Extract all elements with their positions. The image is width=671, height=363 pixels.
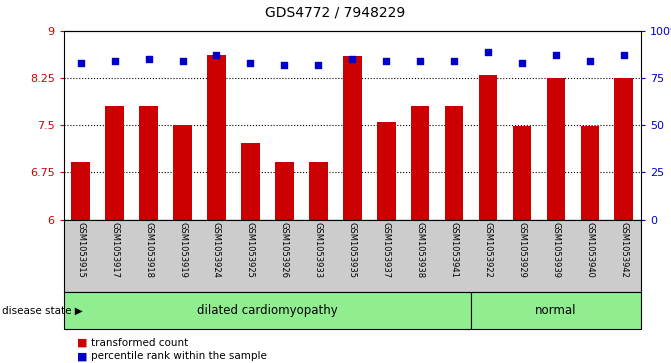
Point bbox=[551, 53, 562, 58]
Text: normal: normal bbox=[535, 304, 576, 317]
Text: GSM1053929: GSM1053929 bbox=[517, 222, 527, 278]
Point bbox=[517, 60, 527, 66]
Point bbox=[619, 53, 629, 58]
Text: GSM1053939: GSM1053939 bbox=[552, 222, 560, 278]
Point bbox=[584, 58, 595, 64]
Bar bbox=[377, 122, 396, 220]
Bar bbox=[471, 292, 641, 329]
Text: ■: ■ bbox=[77, 338, 88, 348]
Text: GSM1053941: GSM1053941 bbox=[450, 222, 458, 278]
Point bbox=[381, 58, 392, 64]
Point bbox=[347, 56, 358, 62]
Point bbox=[415, 58, 425, 64]
Point bbox=[482, 49, 493, 54]
Text: GDS4772 / 7948229: GDS4772 / 7948229 bbox=[265, 5, 406, 20]
Text: ■: ■ bbox=[77, 351, 88, 362]
Point bbox=[449, 58, 460, 64]
Bar bbox=[241, 143, 260, 220]
Bar bbox=[547, 78, 565, 220]
Bar bbox=[615, 78, 633, 220]
Bar bbox=[64, 292, 471, 329]
Text: GSM1053917: GSM1053917 bbox=[110, 222, 119, 278]
Point bbox=[245, 60, 256, 66]
Bar bbox=[105, 106, 124, 220]
Point bbox=[177, 58, 188, 64]
Bar bbox=[343, 56, 362, 220]
Bar bbox=[275, 162, 294, 220]
Bar bbox=[207, 55, 226, 220]
Bar bbox=[140, 106, 158, 220]
Text: GSM1053919: GSM1053919 bbox=[178, 222, 187, 278]
Text: GSM1053938: GSM1053938 bbox=[415, 222, 425, 278]
Text: GSM1053933: GSM1053933 bbox=[314, 222, 323, 278]
Point bbox=[75, 60, 86, 66]
Point bbox=[313, 62, 323, 68]
Text: disease state ▶: disease state ▶ bbox=[2, 305, 83, 315]
Text: GSM1053940: GSM1053940 bbox=[585, 222, 595, 278]
Bar bbox=[411, 106, 429, 220]
Text: transformed count: transformed count bbox=[91, 338, 188, 348]
Text: GSM1053942: GSM1053942 bbox=[619, 222, 628, 278]
Text: GSM1053924: GSM1053924 bbox=[212, 222, 221, 278]
Text: GSM1053918: GSM1053918 bbox=[144, 222, 153, 278]
Bar bbox=[445, 106, 464, 220]
Point bbox=[211, 53, 222, 58]
Text: GSM1053935: GSM1053935 bbox=[348, 222, 357, 278]
Bar bbox=[173, 125, 192, 220]
Bar bbox=[309, 162, 327, 220]
Point bbox=[109, 58, 120, 64]
Text: GSM1053922: GSM1053922 bbox=[484, 222, 493, 278]
Text: percentile rank within the sample: percentile rank within the sample bbox=[91, 351, 266, 362]
Bar bbox=[513, 126, 531, 220]
Text: GSM1053926: GSM1053926 bbox=[280, 222, 289, 278]
Point bbox=[279, 62, 290, 68]
Bar bbox=[71, 162, 90, 220]
Bar bbox=[580, 126, 599, 220]
Text: dilated cardiomyopathy: dilated cardiomyopathy bbox=[197, 304, 338, 317]
Bar bbox=[478, 75, 497, 220]
Text: GSM1053915: GSM1053915 bbox=[76, 222, 85, 278]
Point bbox=[143, 56, 154, 62]
Text: GSM1053937: GSM1053937 bbox=[382, 222, 391, 278]
Text: GSM1053925: GSM1053925 bbox=[246, 222, 255, 278]
